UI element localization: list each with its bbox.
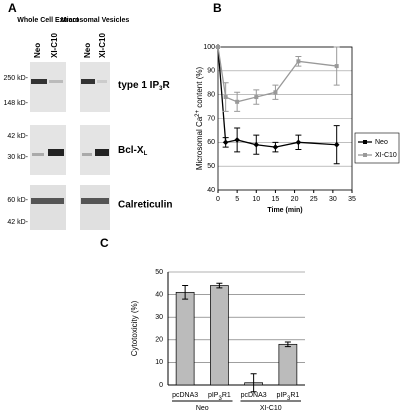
point (234, 137, 240, 143)
legend-frame (354, 132, 400, 164)
point (235, 99, 240, 104)
y-tick-label: 80 (207, 92, 215, 99)
panel-label: A (8, 1, 17, 15)
point (334, 64, 339, 69)
group-label: Whole Cell Extract (17, 17, 79, 24)
legend-label: XI-C10 (375, 152, 397, 159)
lane-label: Neo (33, 43, 42, 58)
legend-marker (363, 140, 367, 144)
point (295, 139, 302, 146)
panel-label: B (213, 1, 222, 15)
band-label: Bcl-XL (118, 145, 148, 157)
lane-label: XI-C10 (98, 33, 107, 58)
marker-label: 30 kD- (7, 154, 28, 161)
y-tick-label: 100 (203, 44, 215, 51)
x-tick-label: 25 (310, 196, 318, 203)
x-tick-label: 5 (235, 196, 239, 203)
point (272, 144, 279, 150)
point (216, 45, 220, 49)
point (222, 139, 229, 146)
series-line (217, 46, 337, 148)
legend-marker (363, 153, 367, 157)
y-tick-label: 0 (159, 382, 163, 389)
x-tick-label: pcDNA3 (172, 392, 198, 399)
lane-label: Neo (83, 43, 92, 58)
y-tick-label: 30 (155, 314, 163, 321)
error-bar (250, 373, 257, 393)
point (254, 95, 259, 100)
x-tick-label: pIP3R1 (208, 392, 231, 402)
y-tick-label: 90 (207, 68, 215, 75)
group-label: Microsomal Vesicles (61, 17, 130, 24)
x-tick-label: pcDNA3 (241, 392, 267, 399)
bar (278, 343, 298, 386)
x-tick-label: 15 (272, 196, 280, 203)
x-tick-label: 35 (348, 196, 356, 203)
point (333, 141, 340, 148)
group-label: XI-C10 (260, 405, 282, 412)
bar (175, 291, 195, 386)
legend-label: Neo (375, 139, 388, 146)
error-bar (182, 285, 189, 300)
y-tick-label: 70 (207, 115, 215, 122)
plot-frame (217, 46, 353, 191)
band-label: Calreticulin (118, 200, 172, 211)
y-tick-label: 60 (207, 139, 215, 146)
band-label: type 1 IP3R (118, 80, 170, 92)
marker-label: 42 kD- (7, 133, 28, 140)
blots (30, 62, 110, 230)
x-tick-label: 20 (291, 196, 299, 203)
point (296, 59, 301, 64)
marker-label: 42 kD- (7, 219, 28, 226)
point (253, 141, 260, 148)
y-tick-label: 50 (207, 163, 215, 170)
x-tick-label: 30 (329, 196, 337, 203)
error-bar (216, 282, 223, 289)
point (223, 95, 228, 100)
y-tick-label: 20 (155, 337, 163, 344)
marker-label: 60 kD- (7, 197, 28, 204)
y-axis-label: Cytotoxicity (%) (130, 300, 139, 356)
bar (210, 285, 229, 386)
y-tick-label: 10 (155, 359, 163, 366)
y-tick-label: 50 (155, 269, 163, 276)
group-label: Neo (196, 405, 209, 412)
x-tick-label: pIP3R1 (276, 392, 299, 402)
y-axis-label: Microsomal Ca2+ content (%) (195, 67, 205, 171)
x-tick-label: 10 (252, 196, 260, 203)
point (273, 90, 278, 95)
x-tick-label: 0 (216, 196, 220, 203)
error-bar (284, 341, 291, 348)
y-tick-label: 40 (155, 291, 163, 298)
lane-label: XI-C10 (50, 33, 59, 58)
y-tick-label: 40 (207, 187, 215, 194)
marker-label: 148 kD- (3, 100, 28, 107)
x-axis-label: Time (min) (267, 207, 302, 214)
panel-label: C (100, 236, 109, 250)
marker-label: 250 kD- (3, 75, 28, 82)
